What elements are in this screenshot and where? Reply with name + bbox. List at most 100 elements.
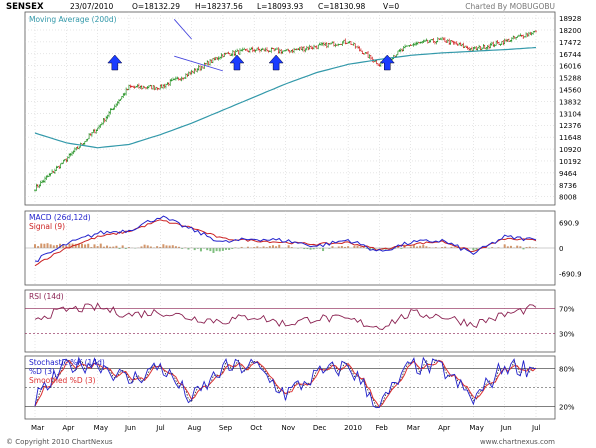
macd-histogram-bar — [109, 246, 112, 248]
price-tick-10192: 10192 — [559, 158, 581, 166]
macd-histogram-bar — [253, 247, 256, 248]
macd-histogram-bar — [328, 248, 331, 249]
trend-channel — [173, 19, 224, 72]
moving-average-line — [34, 46, 537, 149]
macd-histogram-bar — [99, 243, 102, 248]
macd-histogram-bar — [106, 245, 109, 248]
x-tick-Jul: Jul — [531, 424, 541, 432]
macd-legend: MACD (26d,12d) — [29, 213, 91, 222]
price-tick-16744: 16744 — [559, 51, 582, 59]
x-tick-Apr: Apr — [62, 424, 74, 432]
macd-histogram-bar — [196, 248, 199, 249]
price-tick-16016: 16016 — [559, 63, 582, 71]
price-tick-17472: 17472 — [559, 39, 581, 47]
macd-histogram-bar — [228, 248, 231, 250]
macd-histogram-bar — [491, 247, 494, 248]
macd-histogram-bar — [535, 247, 537, 248]
macd-histogram-bar — [62, 244, 65, 248]
macd-histogram-bar — [37, 246, 40, 248]
x-tick-Feb: Feb — [375, 424, 388, 432]
symbol-label: SENSEX — [6, 2, 44, 12]
macd-histogram-bar — [525, 247, 528, 248]
macd-histogram-bar — [516, 245, 519, 248]
macd-histogram-bar — [209, 248, 212, 252]
macd-histogram-bar — [206, 248, 209, 251]
macd-histogram-bar — [372, 248, 375, 250]
macd-histogram-bar — [87, 243, 90, 248]
macd-histogram-bar — [497, 247, 500, 248]
macd-histogram-bar — [93, 244, 96, 248]
x-tick-Mar: Mar — [407, 424, 420, 432]
macd-histogram-bar — [312, 248, 315, 250]
macd-histogram-bar — [165, 245, 168, 248]
macd-histogram-bar — [390, 248, 393, 250]
macd-histogram-bar — [387, 248, 390, 249]
open-label: O=18132.29 — [132, 2, 180, 11]
macd-histogram-bar — [225, 248, 228, 250]
macd-histogram-bar — [397, 246, 400, 248]
macd-histogram-bar — [318, 248, 321, 249]
macd-histogram-bar — [422, 244, 425, 248]
macd-histogram-bar — [193, 248, 196, 251]
macd-histogram-bar — [80, 243, 83, 248]
macd-histogram-bar — [178, 246, 181, 248]
macd-histogram-bar — [96, 246, 99, 248]
macd-tick-top: 690.9 — [559, 219, 579, 227]
channel-lower-line — [174, 55, 224, 72]
macd-histogram-bar — [84, 244, 87, 248]
price-tick-8008: 8008 — [559, 194, 577, 202]
x-tick-Oct: Oct — [250, 424, 262, 432]
macd-histogram-bar — [187, 248, 190, 250]
up-arrow-icon-1 — [229, 54, 245, 71]
macd-histogram-bar — [174, 246, 177, 248]
stoch-tick-80: 80% — [559, 366, 575, 374]
macd-histogram-bar — [124, 248, 127, 249]
stoch-smoothed-legend: Smoothed %D (3) — [29, 376, 96, 385]
macd-histogram-bar — [181, 248, 184, 249]
macd-histogram-bar — [528, 246, 531, 248]
macd-histogram-bar — [425, 246, 428, 248]
stochastic-plot — [25, 356, 555, 409]
rsi-plot — [25, 302, 555, 334]
macd-histogram-bar — [531, 247, 534, 248]
rsi-panel-frame — [24, 289, 556, 353]
macd-histogram-bar — [347, 246, 350, 248]
x-tick-Apr: Apr — [438, 424, 450, 432]
macd-histogram-bar — [90, 247, 93, 248]
x-tick-Mar: Mar — [31, 424, 44, 432]
macd-histogram-bar — [162, 244, 165, 248]
price-tick-13104: 13104 — [559, 110, 582, 118]
macd-histogram-bar — [43, 243, 46, 248]
price-panel-frame — [24, 11, 556, 206]
macd-histogram-bar — [400, 248, 403, 249]
macd-histogram-bar — [519, 246, 522, 248]
macd-histogram-bar — [331, 246, 334, 248]
macd-histogram-bar — [369, 248, 372, 251]
macd-histogram-bar — [231, 248, 234, 249]
macd-histogram-bar — [337, 246, 340, 248]
macd-histogram-bar — [315, 248, 318, 249]
macd-histogram-bar — [275, 246, 278, 248]
rsi-legend: RSI (14d) — [29, 292, 64, 301]
macd-histogram-bar — [268, 246, 271, 248]
macd-histogram-bar — [290, 247, 293, 248]
macd-line — [34, 215, 537, 262]
date-label: 23/07/2010 — [70, 2, 113, 11]
website-label: www.chartnexus.com — [480, 438, 555, 446]
signal-legend: Signal (9) — [29, 222, 65, 231]
stoch-d-legend: %D (3) — [29, 367, 55, 376]
macd-histogram-bar — [356, 245, 359, 248]
macd-histogram-bar — [146, 245, 149, 248]
ma-legend: Moving Average (200d) — [29, 15, 117, 24]
macd-histogram-bar — [234, 247, 237, 248]
macd-histogram-bar — [297, 248, 300, 249]
price-tick-10920: 10920 — [559, 146, 581, 154]
stoch-smoothed-line — [34, 359, 537, 408]
close-label: C=18130.98 — [318, 2, 366, 11]
stoch-tick-20: 20% — [559, 403, 575, 411]
macd-histogram-bar — [77, 243, 80, 248]
macd-tick-zero: 0 — [559, 245, 563, 253]
macd-histogram-bar — [343, 246, 346, 248]
macd-histogram-bar — [55, 244, 58, 248]
